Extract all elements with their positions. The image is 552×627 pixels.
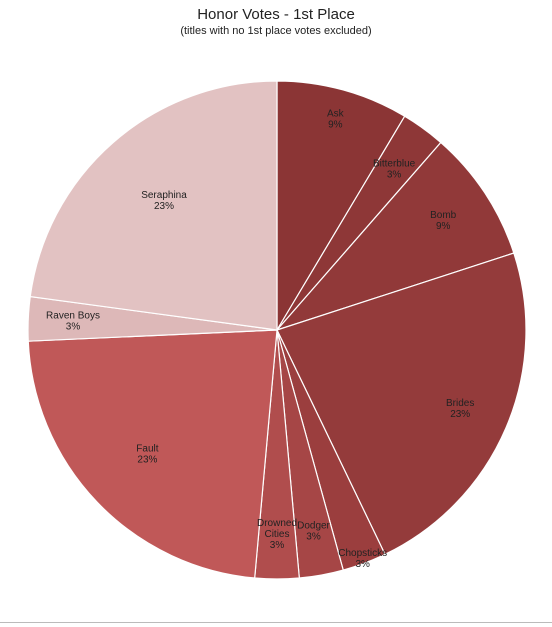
pie-slice-brides (276, 252, 527, 556)
slice-name: Brides (446, 398, 474, 409)
pie-labels: Ask 9%Bitterblue 3%Bomb 9%Brides 23%Chopstic… (46, 108, 474, 570)
pie-slice-bomb (275, 141, 515, 332)
slice-name: Raven Boys (46, 310, 100, 321)
pie-slice-fault (27, 329, 278, 579)
slice-percent: 3% (387, 169, 402, 180)
slice-percent: 3% (270, 540, 285, 551)
pie-slice-ask (276, 80, 406, 333)
slice-percent: 9% (436, 221, 451, 232)
slice-name: Cities (264, 529, 289, 540)
slice-name: Fault (136, 443, 158, 454)
slice-label-seraphina: Seraphina 23% (141, 190, 187, 212)
slice-percent: 23% (450, 409, 470, 420)
slice-label-drowned-cities: Drowned Cities 3% (257, 518, 297, 551)
slice-label-dodger: Dodger 3% (297, 520, 330, 542)
pie-slice-seraphina (29, 80, 278, 331)
slice-name: Seraphina (141, 190, 187, 201)
slice-label-raven-boys: Raven Boys 3% (46, 310, 100, 332)
slice-label-ask: Ask 9% (327, 108, 345, 130)
slice-name: Bomb (430, 210, 457, 221)
slice-percent: 3% (66, 321, 81, 332)
pie-slices (27, 80, 527, 580)
chart-title: Honor Votes - 1st Place (197, 6, 355, 23)
slice-label-brides: Brides 23% (446, 398, 474, 420)
slice-percent: 23% (154, 201, 174, 212)
slice-percent: 9% (328, 119, 343, 130)
slice-label-bomb: Bomb 9% (430, 210, 457, 232)
slice-name: Chopsticks (338, 548, 387, 559)
chart-subtitle: (titles with no 1st place votes excluded… (180, 25, 372, 37)
chart-header: Honor Votes - 1st Place (titles with no … (0, 6, 552, 38)
slice-name: Drowned (257, 518, 297, 529)
slice-name: Dodger (297, 520, 330, 531)
slice-percent: 3% (306, 531, 321, 542)
slice-label-bitterblue: Bitterblue 3% (373, 158, 416, 180)
slice-label-chopsticks: Chopsticks 3% (338, 548, 387, 570)
slice-percent: 23% (137, 454, 157, 465)
slice-name: Bitterblue (373, 158, 416, 169)
slice-label-fault: Fault 23% (136, 443, 158, 465)
slice-percent: 3% (355, 559, 370, 570)
slice-name: Ask (327, 108, 345, 119)
bottom-divider (0, 622, 552, 623)
